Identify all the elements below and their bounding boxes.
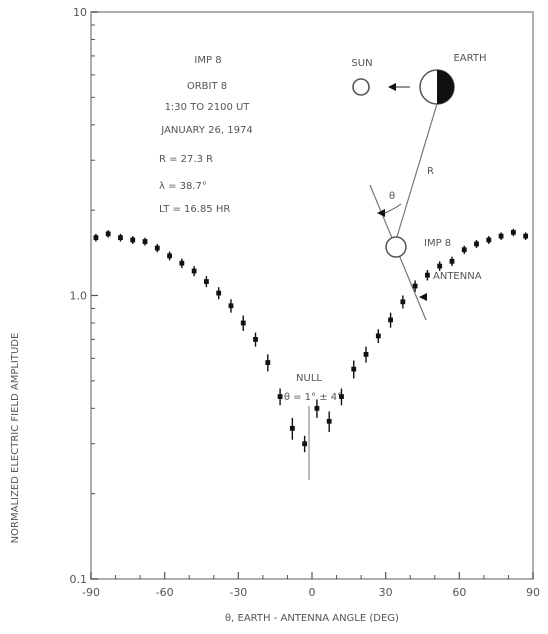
info-line-satellite: IMP 8	[194, 55, 221, 66]
data-point	[130, 237, 136, 243]
data-point	[216, 290, 222, 296]
sun-icon	[352, 78, 370, 96]
data-point	[523, 233, 529, 239]
theta-label: θ	[389, 191, 395, 202]
y-tick-label: 0.1	[70, 573, 88, 586]
data-point	[351, 366, 357, 372]
data-point	[437, 263, 443, 269]
data-point	[510, 229, 516, 235]
x-tick-label: 0	[309, 586, 316, 599]
info-param-distance: R = 27.3 R	[159, 154, 213, 165]
radius-label: R	[427, 166, 434, 177]
data-point	[105, 231, 111, 237]
radius-line	[395, 103, 438, 241]
data-point	[191, 268, 197, 274]
null-annotation: NULL θ = 1° ± 4°	[284, 373, 342, 480]
data-point	[314, 405, 320, 411]
x-tick-label: 90	[526, 586, 540, 599]
data-point	[449, 258, 455, 264]
sun-label: SUN	[351, 58, 372, 69]
data-point	[388, 317, 393, 323]
data-point	[228, 303, 234, 309]
data-point	[204, 279, 209, 284]
y-axis-label: NORMALIZED ELECTRIC FIELD AMPLITUDE	[10, 333, 21, 544]
data-point	[498, 233, 504, 239]
x-tick-label: 30	[379, 586, 393, 599]
data-point	[167, 253, 172, 259]
antenna-arrow-icon	[419, 293, 427, 301]
data-point	[474, 241, 479, 247]
spacecraft-icon	[385, 236, 407, 258]
x-axis-label: θ, EARTH - ANTENNA ANGLE (DEG)	[225, 613, 399, 624]
data-point	[486, 237, 492, 243]
null-label: NULL	[296, 373, 322, 384]
data-point	[425, 272, 430, 278]
info-line-orbit: ORBIT 8	[187, 81, 227, 92]
x-axis: -90 -60 -30 0 30 60 90	[82, 572, 540, 599]
info-param-latitude: λ = 38.7°	[159, 181, 207, 192]
info-param-local-time: LT = 16.85 HR	[159, 204, 230, 215]
data-point	[363, 351, 369, 357]
sun-direction-arrow-icon	[388, 83, 396, 91]
data-point	[461, 247, 467, 253]
plot-frame	[90, 11, 534, 580]
x-tick-label: 60	[452, 586, 466, 599]
geometry-diagram: SUN EARTH R θ IMP 8 ANTENNA	[351, 53, 487, 321]
data-point	[326, 418, 332, 424]
y-tick-label: 10	[73, 6, 87, 19]
data-point	[240, 320, 246, 326]
data-point	[93, 235, 99, 241]
earth-night-side	[437, 70, 454, 104]
data-point	[253, 337, 258, 342]
x-tick-label: -90	[82, 586, 100, 599]
x-tick-label: -30	[229, 586, 247, 599]
data-point	[265, 360, 271, 365]
data-point	[289, 425, 295, 431]
data-point	[400, 299, 406, 305]
data-point	[118, 235, 123, 241]
y-axis: 0.1 1.0 10	[70, 6, 98, 586]
data-point	[412, 283, 418, 289]
data-point	[375, 333, 381, 339]
data-point	[142, 239, 148, 244]
data-point	[277, 394, 283, 399]
data-point	[154, 245, 160, 251]
antenna-label: ANTENNA	[433, 271, 482, 282]
info-block: IMP 8 ORBIT 8 1:30 TO 2100 UT JANUARY 26…	[159, 55, 253, 215]
spacecraft-label: IMP 8	[424, 238, 451, 249]
earth-label: EARTH	[453, 53, 486, 64]
theta-arrow-icon	[377, 209, 385, 217]
x-tick-label: -60	[156, 586, 174, 599]
data-series	[93, 228, 529, 453]
theta-arc	[384, 203, 402, 214]
data-point	[339, 394, 344, 399]
y-tick-label: 1.0	[70, 290, 88, 303]
data-point	[302, 441, 308, 447]
null-value: θ = 1° ± 4°	[284, 392, 342, 403]
info-line-time: 1:30 TO 2100 UT	[165, 102, 251, 113]
info-line-date: JANUARY 26, 1974	[160, 125, 252, 136]
data-point	[179, 260, 185, 266]
